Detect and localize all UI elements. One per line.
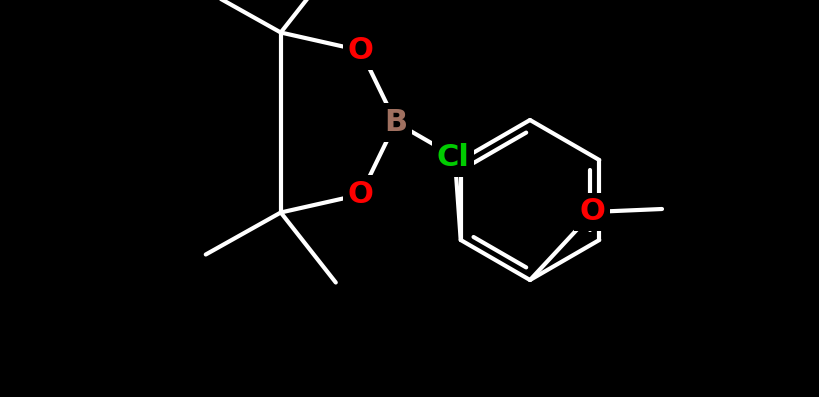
Text: O: O xyxy=(347,36,373,65)
Text: Cl: Cl xyxy=(436,143,468,173)
Text: O: O xyxy=(578,197,604,227)
Text: O: O xyxy=(347,180,373,209)
Text: B: B xyxy=(384,108,407,137)
